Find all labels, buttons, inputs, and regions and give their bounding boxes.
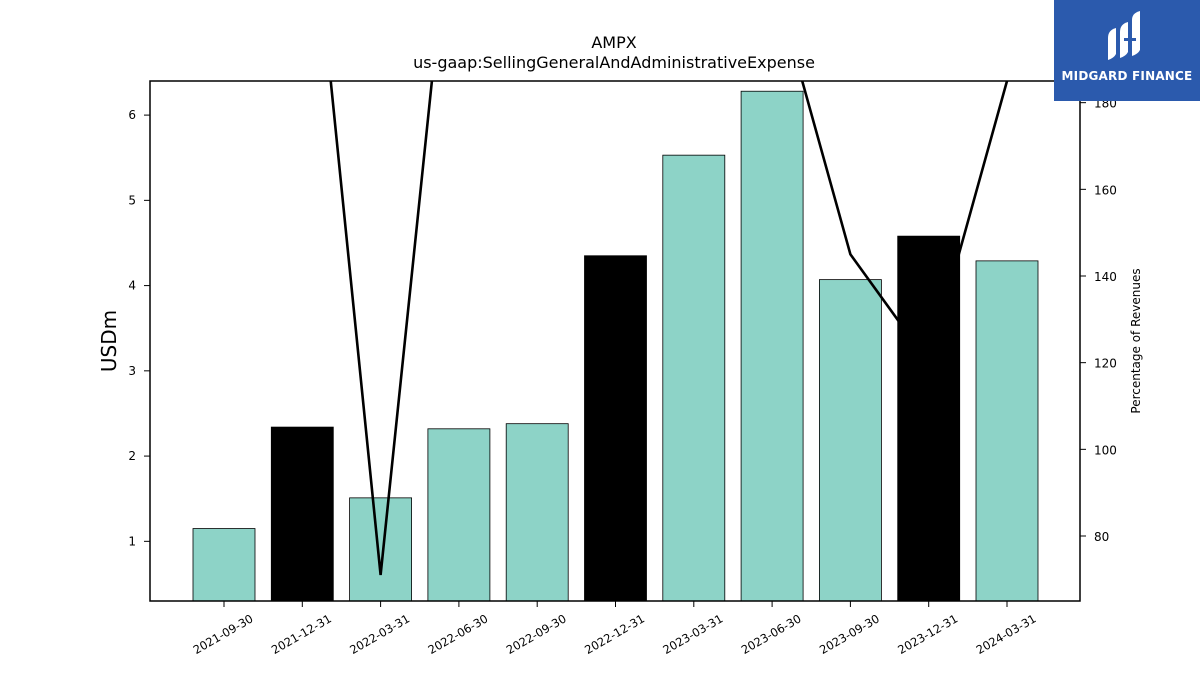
- y-tick-label: 2: [128, 449, 136, 463]
- y2-tick-label: 80: [1094, 530, 1109, 544]
- logo-text: MIDGARD FINANCE: [1061, 69, 1193, 83]
- bar-2022-06-30: [427, 428, 491, 602]
- x-tick-label: 2021-12-31: [269, 611, 334, 657]
- bar-2023-09-30: [819, 279, 882, 602]
- y-tick-label: 3: [128, 364, 136, 378]
- chart-subtitle: us-gaap:SellingGeneralAndAdministrativeE…: [413, 53, 815, 72]
- x-tick-label: 2022-09-30: [504, 611, 569, 657]
- y-tick-label: 1: [128, 534, 136, 548]
- x-tick-label: 2022-12-31: [582, 611, 647, 657]
- bar-2024-03-31: [975, 260, 1039, 602]
- x-tick-label: 2024-03-31: [974, 611, 1039, 657]
- bar-2023-06-30: [740, 90, 804, 602]
- x-tick-label: 2023-03-31: [660, 611, 725, 657]
- y2-tick-label: 160: [1094, 183, 1117, 197]
- bar-2023-12-31: [897, 235, 961, 602]
- midgard-logo-mark-icon: [1108, 11, 1140, 60]
- line-group: [329, 81, 1009, 576]
- y2-tick-label: 120: [1094, 357, 1117, 371]
- x-axis: 2021-09-30 2021-12-31 2022-03-31 2022-06-30…: [191, 601, 1039, 657]
- brand-logo: MIDGARD FINANCE: [1054, 0, 1200, 101]
- bar-2022-12-31: [584, 255, 647, 602]
- x-tick-label: 2022-06-30: [426, 611, 491, 657]
- series-line-percentage-of-revenues: [329, 81, 1009, 576]
- bars-group: [192, 90, 1039, 602]
- y2-tick-label: 100: [1094, 443, 1117, 457]
- y-tick-label: 5: [128, 193, 136, 207]
- bar-2022-09-30: [505, 423, 569, 602]
- x-tick-label: 2022-03-31: [347, 611, 412, 657]
- bar-2021-09-30: [192, 528, 256, 602]
- bar-2021-12-31: [270, 426, 334, 602]
- y-axis: 1 2 3 4 5 6: [128, 108, 150, 548]
- bar-2022-03-31: [349, 497, 413, 602]
- x-tick-label: 2021-09-30: [191, 611, 256, 657]
- bar-2023-03-31: [662, 154, 726, 602]
- x-tick-label: 2023-06-30: [739, 611, 804, 657]
- chart-title: AMPX: [591, 33, 636, 52]
- x-tick-label: 2023-12-31: [895, 611, 960, 657]
- y-tick-label: 4: [128, 279, 136, 293]
- x-tick-label: 2023-09-30: [817, 611, 882, 657]
- y-tick-label: 6: [128, 108, 136, 122]
- y2-axis-label: Percentage of Revenues: [1129, 268, 1143, 413]
- y-axis-label: USDm: [97, 310, 121, 372]
- y2-tick-label: 140: [1094, 270, 1117, 284]
